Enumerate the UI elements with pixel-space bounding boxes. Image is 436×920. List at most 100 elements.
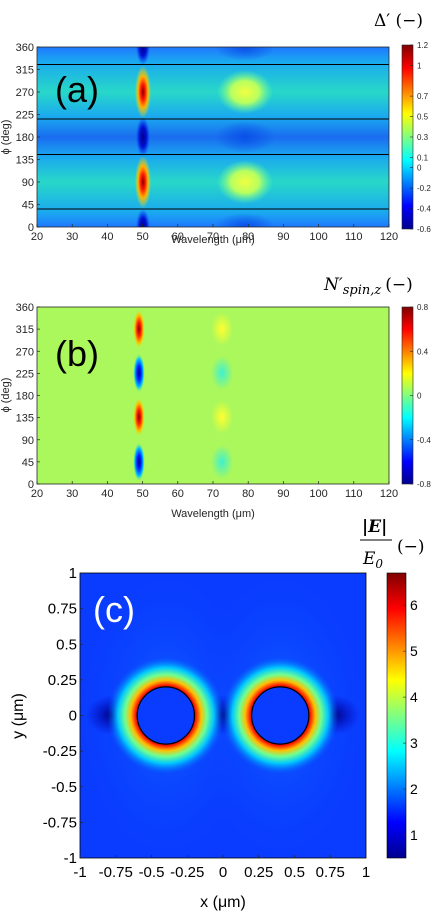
y-tick-label: 315 bbox=[16, 65, 34, 77]
y-tick-label: 0.75 bbox=[48, 601, 77, 618]
x-tick-label: 70 bbox=[207, 231, 219, 243]
x-tick-label: 120 bbox=[380, 231, 398, 243]
x-tick-label: 30 bbox=[66, 231, 78, 243]
x-tick-label: 0.5 bbox=[284, 864, 305, 881]
colorbar-tick-label: 0.1 bbox=[417, 153, 429, 162]
colorbar-title-b-main: N′ bbox=[323, 275, 343, 295]
colorbar-tick-label: 1 bbox=[417, 61, 422, 70]
x-tick-label: -0.5 bbox=[139, 864, 165, 881]
colorbar-tick-label: 0 bbox=[417, 164, 422, 173]
colorbar-tick-label: 4 bbox=[410, 689, 418, 705]
x-tick-label: 100 bbox=[309, 488, 327, 500]
colorbar-title-c-den-sub: 0 bbox=[375, 557, 383, 571]
x-tick-label: 0 bbox=[219, 864, 227, 881]
panel-label-a: (a) bbox=[55, 69, 99, 110]
panel-label-c: (c) bbox=[93, 589, 135, 630]
x-tick-label: 80 bbox=[242, 231, 254, 243]
x-tick-label: 80 bbox=[242, 488, 254, 500]
x-tick-label: 70 bbox=[207, 488, 219, 500]
heatmap-a-field bbox=[37, 47, 389, 227]
particle-cross-section bbox=[136, 686, 195, 745]
heatmap-b-field bbox=[37, 307, 389, 484]
colorbar-title-c-den: E0 bbox=[362, 549, 383, 571]
x-tick-label: 30 bbox=[66, 488, 78, 500]
x-tick-label: 0.75 bbox=[316, 864, 345, 881]
colorbar-tick-label: 0.3 bbox=[417, 133, 429, 142]
heatmap-c-field bbox=[80, 573, 366, 858]
x-axis-label-b: Wavelength (μm) bbox=[171, 508, 255, 520]
y-tick-label: 360 bbox=[16, 42, 34, 54]
colorbar-title-c: |E| E0 (−) bbox=[360, 517, 425, 571]
x-tick-label: -0.25 bbox=[170, 864, 204, 881]
x-tick-label: 100 bbox=[309, 231, 327, 243]
y-tick-label: 0.5 bbox=[56, 636, 77, 653]
colorbar-title-c-den-main: E bbox=[362, 549, 376, 569]
y-tick-label: 180 bbox=[16, 391, 34, 403]
colorbar-title-b: N′spin,z (−) bbox=[323, 275, 413, 298]
y-axis-label-c: y (μm) bbox=[10, 693, 27, 739]
y-tick-label: 0 bbox=[69, 708, 77, 725]
colorbar-tick-label: 2 bbox=[410, 781, 418, 797]
y-tick-label: 225 bbox=[16, 110, 34, 122]
y-axis-label-a: ϕ (deg) bbox=[0, 120, 12, 155]
x-tick-label: 110 bbox=[345, 488, 363, 500]
colorbar-title-a: Δ′ (−) bbox=[374, 11, 423, 31]
y-axis-label-b: ϕ (deg) bbox=[0, 378, 12, 413]
x-tick-label: 60 bbox=[172, 488, 184, 500]
panel-c: -1 -0.75 -0.5 -0.25 0 0.25 0.5 0.75 1 1 0.75 0.5 0.… bbox=[10, 517, 425, 911]
x-axis-label-a: Wavelength (μm) bbox=[171, 234, 255, 246]
colorbar-tick-label: -0.8 bbox=[417, 480, 431, 489]
colorbar-tick-label: -0.6 bbox=[417, 225, 431, 234]
y-tick-label: -1 bbox=[64, 850, 77, 867]
y-tick-label: -0.5 bbox=[51, 779, 77, 796]
x-tick-label: 20 bbox=[31, 231, 43, 243]
colorbar-c bbox=[386, 572, 407, 859]
y-tick-label: 180 bbox=[16, 132, 34, 144]
colorbar-title-c-tail: (−) bbox=[397, 537, 425, 557]
colorbar-title-c-num: |E| bbox=[362, 517, 387, 537]
colorbar-tick-label: 6 bbox=[410, 597, 418, 613]
particle-cross-section bbox=[251, 686, 310, 745]
y-tick-label: 0 bbox=[28, 479, 34, 491]
x-tick-label: 1 bbox=[362, 864, 370, 881]
x-tick-label: 50 bbox=[136, 488, 148, 500]
y-tick-label: -0.25 bbox=[43, 743, 77, 760]
y-tick-label: -0.75 bbox=[43, 814, 77, 831]
y-tick-label: 0 bbox=[28, 222, 34, 234]
y-tick-label: 360 bbox=[16, 302, 34, 314]
colorbar-tick-label: -0.2 bbox=[417, 184, 431, 193]
colorbar-tick-label: 0 bbox=[417, 392, 422, 401]
panel-label-b: (b) bbox=[55, 333, 99, 374]
y-tick-label: 90 bbox=[22, 435, 34, 447]
colorbar-tick-label: 1 bbox=[410, 827, 418, 843]
x-tick-label: 50 bbox=[136, 231, 148, 243]
panel-b: 20 30 40 50 60 70 80 90 100 110 120 0 45 90 135 180 225… bbox=[0, 275, 431, 520]
x-tick-label: 40 bbox=[101, 488, 113, 500]
colorbar-tick-label: 3 bbox=[410, 735, 418, 751]
x-axis-label-c: x (μm) bbox=[200, 894, 246, 911]
contour-lines-a bbox=[37, 63, 389, 210]
panel-a: 20 30 40 50 60 70 80 90 100 110 120 0 45 90 135 180 225… bbox=[0, 11, 431, 246]
y-tick-label: 45 bbox=[22, 200, 34, 212]
y-tick-label: 135 bbox=[16, 155, 34, 167]
y-tick-label: 270 bbox=[16, 346, 34, 358]
colorbar-tick-label: 0.8 bbox=[417, 303, 429, 312]
x-tick-label: 90 bbox=[277, 231, 289, 243]
colorbar-tick-label: -0.4 bbox=[417, 205, 431, 214]
colorbar-tick-label: 0.4 bbox=[417, 347, 429, 356]
colorbar-tick-label: 1.2 bbox=[417, 41, 429, 50]
colorbar-title-b-tail: (−) bbox=[385, 275, 413, 295]
y-tick-label: 270 bbox=[16, 87, 34, 99]
x-tick-label: 0.25 bbox=[244, 864, 273, 881]
x-tick-label: 20 bbox=[31, 488, 43, 500]
y-tick-label: 0.25 bbox=[48, 672, 77, 689]
y-tick-label: 90 bbox=[22, 177, 34, 189]
x-tick-label: -1 bbox=[73, 864, 86, 881]
x-tick-label: -0.75 bbox=[99, 864, 133, 881]
x-tick-label: 120 bbox=[380, 488, 398, 500]
y-tick-label: 315 bbox=[16, 324, 34, 336]
x-tick-label: 90 bbox=[277, 488, 289, 500]
y-tick-label: 45 bbox=[22, 457, 34, 469]
colorbar-tick-label: 5 bbox=[410, 643, 418, 659]
